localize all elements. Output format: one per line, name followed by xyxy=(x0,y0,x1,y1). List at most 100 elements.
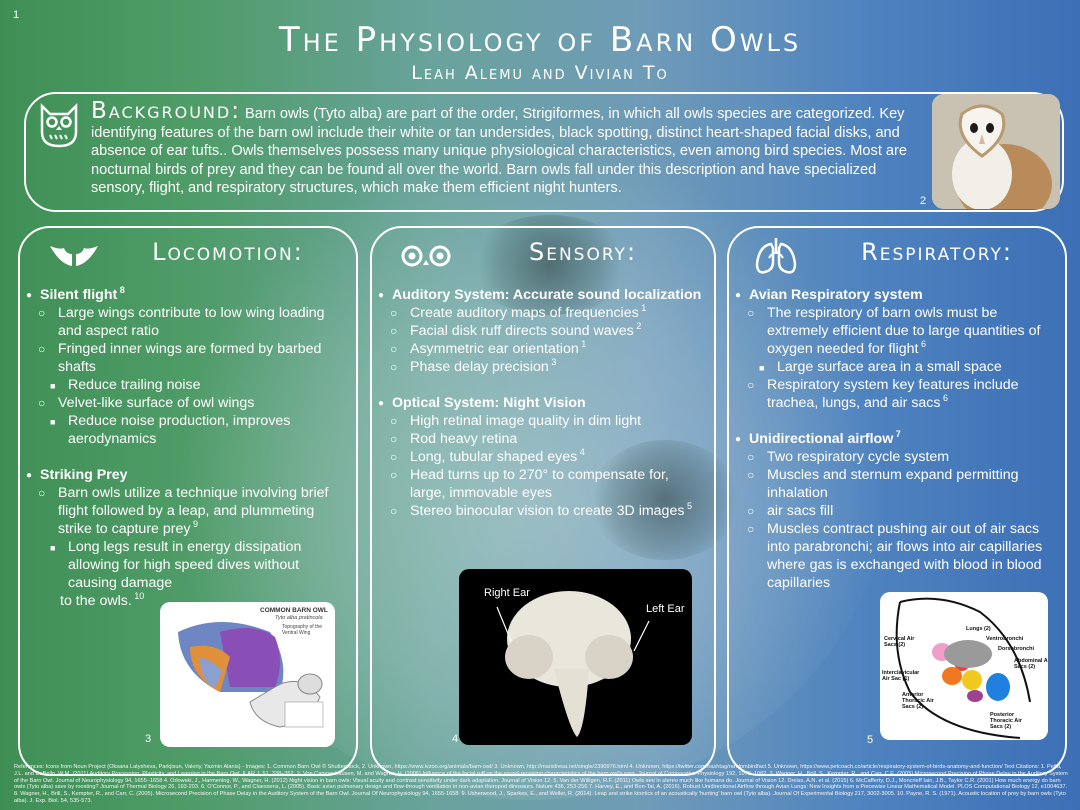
list-item: Long legs result in energy dissipation a… xyxy=(32,538,348,592)
list-item: Barn owls utilize a technique involving … xyxy=(32,484,348,538)
list-item: air sacs fill xyxy=(741,502,1057,520)
list-item-text: Barn owls utilize a technique involving … xyxy=(58,485,329,537)
locomotion-section: Locomotion: Silent flight 8Large wings c… xyxy=(18,226,358,776)
owl-icon xyxy=(40,102,78,148)
list-item: Muscles contract pushing air out of air … xyxy=(741,520,1057,574)
list-item: Optical System: Night Vision xyxy=(378,394,706,413)
list-item-text: Muscles contract pushing air out of air … xyxy=(767,521,1043,573)
list-item: Two respiratory cycle system xyxy=(741,448,1057,466)
skull-left-ear-label: Left Ear xyxy=(646,603,685,615)
list-item: to the owls. 10 xyxy=(26,592,348,610)
list-item-text: capillaries xyxy=(767,575,831,591)
citation-number: 6 xyxy=(940,393,949,403)
poster-title: The Physiology of Barn Owls xyxy=(278,20,802,60)
respiratory-section: Respiratory: Avian Respiratory system The… xyxy=(727,226,1067,776)
list-item-text: Facial disk ruff directs sound waves xyxy=(410,323,634,339)
background-heading: Background: xyxy=(91,98,241,124)
list-item: Facial disk ruff directs sound waves 2 xyxy=(384,322,706,341)
wings-icon xyxy=(50,246,98,266)
background-section: Background: Barn owls (Tyto alba) are pa… xyxy=(24,92,1064,212)
list-item-text: Optical System: Night Vision xyxy=(392,395,586,411)
wing-topography-figure: COMMON BARN OWL Tyto alba pratincola Top… xyxy=(160,602,335,747)
list-item-text: Muscles and sternum expand permitting in… xyxy=(767,467,1019,501)
lungs-icon xyxy=(755,238,797,274)
list-item: Long, tubular shaped eyes 4 xyxy=(384,448,706,467)
sensory-section: Sensory: Auditory System: Accurate sound… xyxy=(370,226,716,776)
list-item: Stereo binocular vision to create 3D ima… xyxy=(384,501,706,521)
list-item-text: Create auditory maps of frequencies xyxy=(410,305,639,321)
respiratory-diagram-label: Cervical Air Sacs (2) xyxy=(884,636,915,648)
citation-number: 10 xyxy=(131,591,145,601)
list-item-text: Large wings contribute to low wing loadi… xyxy=(58,305,325,339)
list-item: capillaries xyxy=(735,574,1057,592)
list-item-text: High retinal image quality in dim light xyxy=(410,413,642,429)
list-item: Phase delay precision 3 xyxy=(384,358,706,377)
list-item: Fringed inner wings are formed by barbed… xyxy=(32,340,348,376)
photo-number: 2 xyxy=(920,195,927,207)
list-item-text: Reduce trailing noise xyxy=(68,377,201,393)
respiratory-diagram-label: Dorsobronchi xyxy=(998,646,1035,652)
list-item: Respiratory system key features include … xyxy=(741,376,1057,412)
wing-figure-subtitle: Tyto alba pratincola xyxy=(275,615,323,621)
list-gap xyxy=(26,448,348,466)
figure-3-number: 3 xyxy=(145,733,152,745)
citation-number: 5 xyxy=(684,501,692,511)
wing-figure-caption: Topography of the Ventral Wing xyxy=(282,624,323,636)
list-item: The respiratory of barn owls must be ext… xyxy=(741,304,1057,358)
list-item-text: Asymmetric ear orientation xyxy=(410,341,579,357)
poster-authors: Leah Alemu and Vivian To xyxy=(411,62,669,84)
list-item-text: Stereo binocular vision to create 3D ima… xyxy=(410,503,685,519)
page-number: 1 xyxy=(13,9,20,21)
list-item-text: air sacs fill xyxy=(767,503,834,519)
list-item: Reduce trailing noise xyxy=(32,376,348,395)
figure-4-number: 4 xyxy=(452,733,459,745)
citation-number: 1 xyxy=(578,339,587,349)
list-item: Auditory System: Accurate sound localiza… xyxy=(378,286,706,305)
list-item-text: Long legs result in energy dissipation a… xyxy=(68,539,302,591)
list-item-text: Fringed inner wings are formed by barbed… xyxy=(58,341,322,375)
list-item: High retinal image quality in dim light xyxy=(384,412,706,430)
list-item: Large wings contribute to low wing loadi… xyxy=(32,304,348,340)
respiratory-diagram-label: Lungs (2) xyxy=(966,626,991,632)
list-item-text: Silent flight xyxy=(40,287,118,303)
locomotion-list: Silent flight 8Large wings contribute to… xyxy=(26,286,348,610)
owl-skull-figure: Right Ear Left Ear xyxy=(459,569,692,745)
list-item-text: Velvet-like surface of owl wings xyxy=(58,395,255,411)
respiratory-heading: Respiratory: xyxy=(861,238,1013,266)
list-gap xyxy=(378,376,706,394)
citation-number: 1 xyxy=(638,303,647,313)
list-item: Unidirectional airflow 7 xyxy=(735,429,1057,450)
list-item-text: Reduce noise production, improves aerody… xyxy=(68,413,291,447)
list-item: Velvet-like surface of owl wings xyxy=(32,394,348,412)
respiratory-diagram-label: Ventrobronchi xyxy=(986,636,1024,642)
list-item-text: Head turns up to 270° to compensate for,… xyxy=(410,467,669,501)
list-item: Create auditory maps of frequencies 1 xyxy=(384,303,706,323)
citation-number: 9 xyxy=(190,519,198,529)
citation-number: 7 xyxy=(893,429,901,439)
respiratory-diagram-label: Abdominal Air Sacs (2) xyxy=(1014,658,1048,670)
references: References: Icons from Noun Project (Oks… xyxy=(14,764,1068,804)
list-item-text: Two respiratory cycle system xyxy=(767,449,950,465)
background-body: Barn owls (Tyto alba) are part of the or… xyxy=(91,106,908,196)
respiratory-diagram-label: Posterior Thoracic Air Sacs (2) xyxy=(990,712,1022,730)
wing-figure-title: COMMON BARN OWL xyxy=(260,607,328,614)
sensory-list: Auditory System: Accurate sound localiza… xyxy=(378,286,706,520)
figure-5-number: 5 xyxy=(867,734,874,746)
list-item: Head turns up to 270° to compensate for,… xyxy=(384,466,706,502)
list-item: Asymmetric ear orientation 1 xyxy=(384,339,706,359)
list-item: Avian Respiratory system xyxy=(735,286,1057,305)
list-item: Large surface area in a small space xyxy=(741,358,1057,377)
list-item-text: Respiratory system key features include … xyxy=(767,377,1019,411)
sensory-heading: Sensory: xyxy=(528,238,638,266)
list-item: Muscles and sternum expand permitting in… xyxy=(741,466,1057,502)
list-item: Silent flight 8 xyxy=(26,286,348,306)
list-item: Reduce noise production, improves aerody… xyxy=(32,412,348,448)
respiratory-list: Avian Respiratory system The respiratory … xyxy=(735,286,1057,592)
background-text: Background: Barn owls (Tyto alba) are pa… xyxy=(91,100,911,198)
list-item: Striking Prey xyxy=(26,466,348,485)
list-item-text: Large surface area in a small space xyxy=(777,359,1002,375)
respiratory-diagram-figure: Lungs (2) Ventrobronchi Dorsobronchi Cervic… xyxy=(880,592,1048,740)
respiratory-diagram-label: Interclavicular Air Sac (1) xyxy=(882,670,920,682)
list-item-text: Phase delay precision xyxy=(410,359,549,375)
